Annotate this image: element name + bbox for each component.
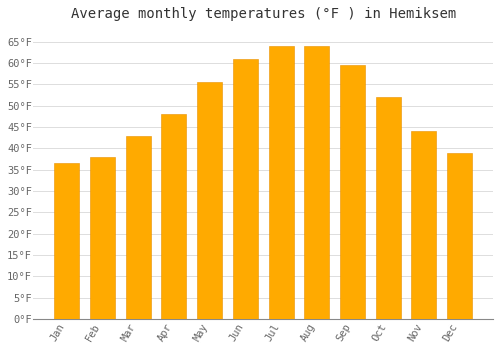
Bar bbox=[412, 131, 436, 319]
Bar bbox=[197, 82, 222, 319]
Bar bbox=[304, 46, 330, 319]
Bar bbox=[233, 59, 258, 319]
Bar bbox=[126, 136, 150, 319]
Title: Average monthly temperatures (°F ) in Hemiksem: Average monthly temperatures (°F ) in He… bbox=[70, 7, 456, 21]
Bar bbox=[162, 114, 186, 319]
Bar bbox=[447, 153, 472, 319]
Bar bbox=[376, 97, 400, 319]
Bar bbox=[90, 157, 115, 319]
Bar bbox=[54, 163, 79, 319]
Bar bbox=[268, 46, 293, 319]
Bar bbox=[340, 65, 365, 319]
